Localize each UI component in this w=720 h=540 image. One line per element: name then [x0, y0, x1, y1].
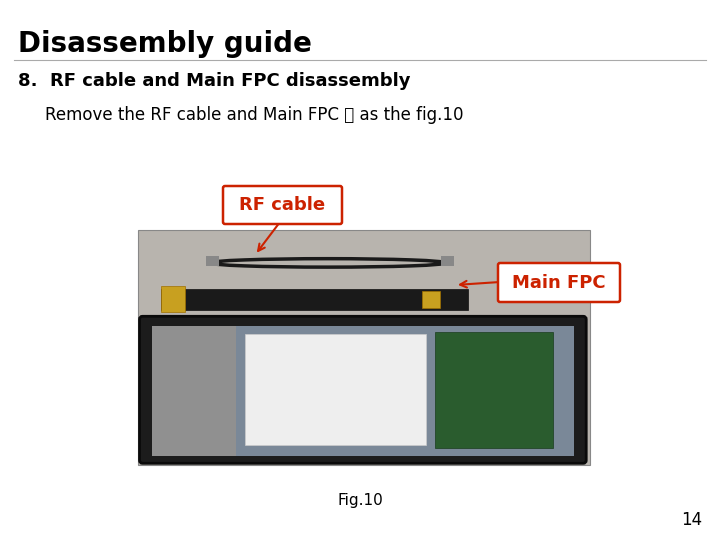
- Text: 8.  RF cable and Main FPC disassembly: 8. RF cable and Main FPC disassembly: [18, 72, 410, 90]
- FancyBboxPatch shape: [161, 289, 468, 310]
- FancyBboxPatch shape: [223, 186, 342, 224]
- FancyBboxPatch shape: [152, 326, 236, 456]
- FancyBboxPatch shape: [498, 263, 620, 302]
- FancyBboxPatch shape: [245, 334, 426, 446]
- FancyBboxPatch shape: [422, 291, 440, 308]
- Text: Disassembly guide: Disassembly guide: [18, 30, 312, 58]
- FancyBboxPatch shape: [161, 286, 186, 312]
- FancyBboxPatch shape: [206, 256, 220, 266]
- FancyBboxPatch shape: [435, 332, 553, 448]
- FancyBboxPatch shape: [152, 326, 574, 456]
- Text: 14: 14: [681, 511, 702, 529]
- FancyBboxPatch shape: [140, 316, 586, 463]
- Text: RF cable: RF cable: [240, 196, 325, 214]
- Text: Main FPC: Main FPC: [512, 273, 606, 292]
- FancyBboxPatch shape: [441, 256, 454, 266]
- Text: Remove the RF cable and Main FPC ， as the fig.10: Remove the RF cable and Main FPC ， as th…: [45, 106, 464, 124]
- Text: Fig.10: Fig.10: [337, 492, 383, 508]
- FancyBboxPatch shape: [138, 230, 590, 465]
